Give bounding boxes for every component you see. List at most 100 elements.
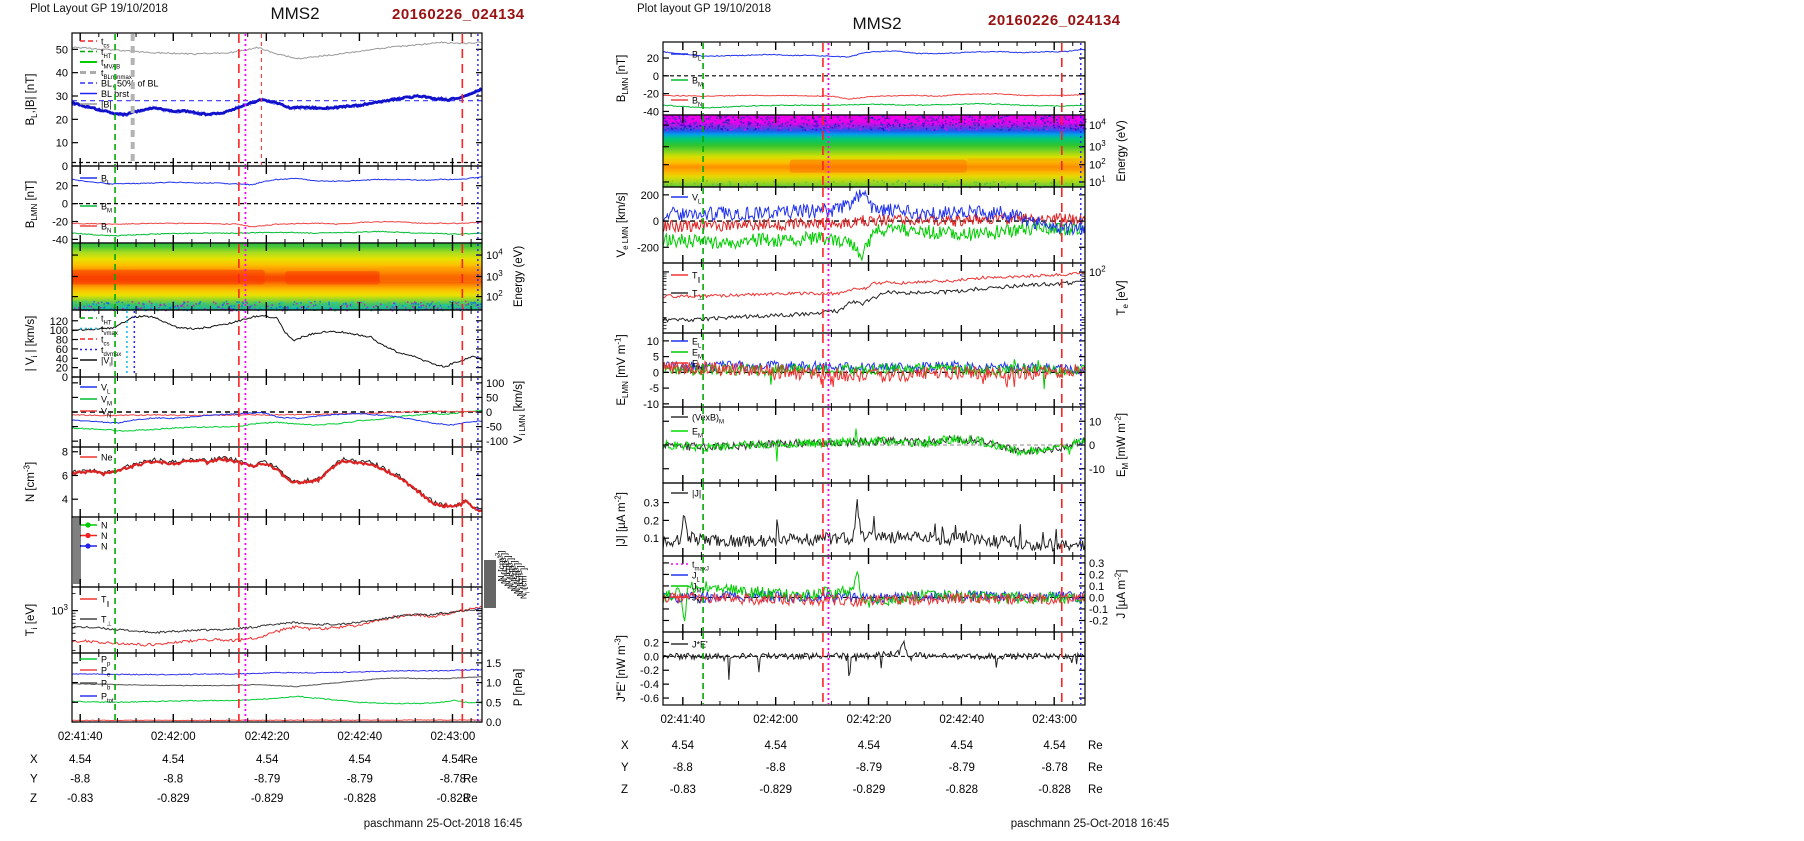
legend-label: tHT	[101, 314, 112, 327]
series-VexBM	[662, 434, 1086, 455]
y-tick-label: 0	[62, 372, 68, 384]
time-tick-label: 02:42:40	[337, 731, 382, 743]
series-Bmag	[71, 41, 483, 60]
legend-label: EL	[692, 337, 702, 350]
figure-header: Plot Layout GP 19/10/2018	[30, 3, 168, 15]
ephemeris-value: 4.54	[162, 754, 185, 766]
ephemeris-value: -0.828	[344, 793, 377, 805]
series-Pb	[71, 676, 483, 688]
legend-dot-marker	[85, 543, 91, 549]
legend-label: N	[101, 531, 108, 541]
panel-vexb-em: 10 0 -10 EM [mW m-2] (VexB)MEM	[662, 406, 1130, 484]
legend-label: VL	[692, 193, 702, 206]
legend-label: N	[101, 542, 108, 552]
legend-label: BL	[692, 50, 702, 63]
ephemeris-value: 4.54	[442, 754, 465, 766]
axis-label-blmn-r: BLMN [nT]	[616, 55, 630, 103]
y-tick-label: -40	[52, 234, 68, 246]
y-tick-label: 10	[1089, 416, 1101, 428]
legend-dot-marker	[85, 522, 91, 528]
series-BL	[71, 176, 483, 186]
legend-label: BN	[101, 222, 111, 235]
y-tick-label: 5	[653, 352, 659, 364]
overlapping-axis-label: Ni [cm-3]	[496, 550, 510, 581]
y-tick-label: 4	[62, 494, 68, 506]
panel-blmn: 20 0 -20 -40 BLMN [nT] BL BM BN	[25, 165, 483, 246]
panel-frame	[71, 586, 483, 654]
series-VeL	[662, 189, 1086, 236]
y-tick-label: 0	[1089, 440, 1095, 452]
legend-label: VL	[101, 383, 111, 396]
legend-label: tcs	[101, 335, 110, 348]
ephemeris-value: -8.8	[673, 762, 693, 774]
y-tick-label: 0.2	[644, 515, 659, 527]
axis-label-vi-mag: | Vi | [km/s]	[25, 316, 39, 372]
ephemeris-value: -0.829	[251, 793, 284, 805]
series-VeM	[662, 220, 1086, 263]
ephemeris-value: -8.79	[856, 762, 882, 774]
series-VN	[71, 410, 483, 417]
y-tick-label: 80	[56, 335, 68, 347]
legend-label: (VexB)M	[692, 413, 724, 426]
time-tick-label: 02:43:00	[1032, 714, 1077, 726]
ephemeris-row-label: Z	[30, 793, 37, 805]
overlapping-axis-label: Ni [cm-3]	[518, 568, 532, 599]
axis-label-j-lmn: J [µA m-2]	[1114, 570, 1129, 619]
legend-label: tHT	[101, 47, 112, 60]
ephemeris-value: 4.54	[256, 754, 279, 766]
ephemeris-value: 4.54	[672, 740, 695, 752]
series-BN	[71, 220, 483, 228]
spectrogram	[663, 115, 1085, 187]
y-tick-label: 1.5	[486, 658, 501, 670]
ephemeris-value: -8.79	[254, 774, 280, 786]
series-JdotE	[662, 639, 1086, 680]
ephemeris-unit: Re	[1088, 762, 1103, 774]
legend-label: VN	[101, 407, 111, 420]
axis-label-jmag: |J| [µA m-2]	[614, 492, 629, 547]
panel-ve-lmn: 200 0 -200 Ve LMN [km/s] VL	[616, 186, 1086, 264]
y-tick-label: -200	[637, 242, 659, 254]
y-tick-label: 100	[50, 325, 68, 337]
legend-label: BL	[101, 174, 111, 187]
legend-label: EM	[692, 348, 703, 361]
axis-label-ve-lmn: Ve LMN [km/s]	[616, 192, 630, 257]
y-tick-label: 0.2	[644, 637, 659, 649]
ephemeris-unit: Re	[463, 754, 478, 766]
legend-label: T∥	[692, 271, 701, 284]
series-Tpar	[71, 605, 482, 647]
legend-label: N	[101, 521, 108, 531]
panel-frame	[71, 446, 483, 518]
time-tick-label: 02:42:00	[151, 731, 196, 743]
legend-label: tcs	[101, 37, 110, 50]
y-tick-label: 104	[486, 248, 503, 263]
ephemeris-value: -8.79	[949, 762, 975, 774]
legend-label: BM	[101, 202, 112, 215]
overlapping-axis-label: Ni [cm-3]	[499, 553, 513, 584]
y-tick-label: 102	[486, 289, 503, 304]
ephemeris-row-label: Y	[30, 774, 38, 786]
legend-label: T⊥	[692, 289, 703, 302]
y-tick-label: -50	[486, 422, 502, 434]
ephemeris-unit: Re	[1088, 740, 1103, 752]
y-tick-label: 0	[653, 216, 659, 228]
y-tick-label: 10	[56, 138, 68, 150]
axis-label-electron-spectrogram: Energy (eV)	[1116, 120, 1128, 182]
series-VM	[71, 409, 483, 432]
ephemeris-value: -0.829	[853, 784, 886, 796]
overlapping-axis-label: Ni [cm-3]	[505, 558, 519, 589]
panel-bl-bmag: 50 40 30 20 10 0 BL,|B| [nT] tcstHTtMVABtBLminm…	[25, 32, 483, 173]
series-BL-brst	[71, 87, 483, 118]
y-tick-label: 103	[486, 269, 503, 284]
axis-label-jdote: J*E' [nW m-3]	[614, 635, 629, 702]
figure-title: MMS2	[852, 14, 902, 33]
y-tick-label: 40	[56, 353, 68, 365]
panel-frame	[71, 165, 483, 244]
ephemeris-value: 4.54	[858, 740, 881, 752]
y-tick-label: -0.1	[1089, 604, 1108, 616]
series-Pe	[71, 719, 483, 722]
